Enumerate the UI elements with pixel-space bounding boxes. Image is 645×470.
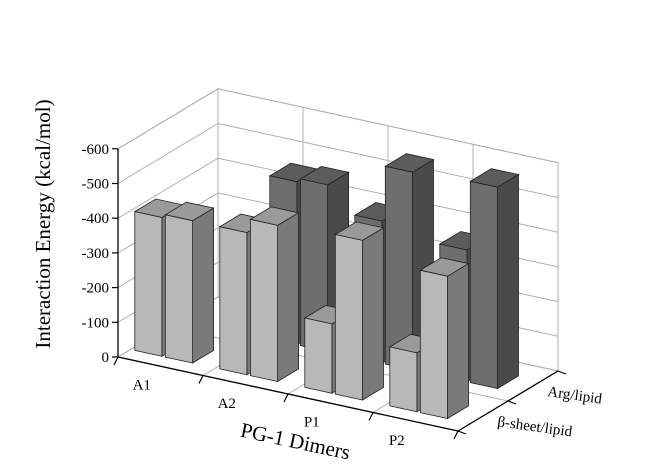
- bar-front: [164, 214, 194, 364]
- x-tick: [283, 393, 289, 403]
- bar: [469, 168, 520, 390]
- labels: Interaction Energy (kcal/mol) PG-1 Dimer…: [31, 99, 603, 464]
- bar-front: [469, 180, 498, 389]
- x-tick-label: P2: [389, 433, 405, 449]
- bar: [249, 206, 300, 383]
- x-tick-label: A2: [218, 396, 236, 412]
- bar-front: [219, 226, 248, 376]
- y-tick-label: 0: [102, 350, 110, 366]
- bars: [133, 153, 520, 420]
- bar-side: [447, 262, 469, 420]
- gridline-y: [117, 88, 559, 164]
- x-tick: [453, 430, 459, 440]
- x-tick: [368, 412, 374, 421]
- bar-front: [419, 269, 448, 419]
- bar-side: [497, 173, 519, 390]
- bar-front: [389, 346, 418, 413]
- bar: [334, 221, 385, 401]
- z-tick-label: Arg/lipid: [546, 384, 603, 408]
- y-tick-label: -400: [82, 211, 110, 227]
- bar-side: [192, 207, 215, 364]
- x-axis-title: PG-1 Dimers: [238, 418, 352, 465]
- x-tick-label: P1: [304, 414, 320, 430]
- bar-side: [277, 212, 300, 383]
- bar: [419, 257, 470, 420]
- z-tick: [457, 430, 467, 435]
- z-tick-label: β-sheet/lipid: [496, 414, 573, 440]
- x-tick: [113, 356, 119, 366]
- y-tick-label: -300: [82, 246, 110, 262]
- y-tick-label: -500: [82, 177, 110, 193]
- x-tick-label: A1: [133, 377, 151, 393]
- bar-front: [334, 234, 363, 401]
- z-tick: [557, 370, 567, 375]
- z-tick: [507, 400, 517, 405]
- y-tick-label: -600: [82, 142, 110, 158]
- y-tick-label: -100: [82, 315, 110, 331]
- axes: [112, 148, 567, 440]
- bar-front: [134, 211, 163, 357]
- y-axis-title: Interaction Energy (kcal/mol): [31, 99, 55, 348]
- bar-front: [249, 218, 279, 382]
- y-tick-label: -200: [82, 281, 110, 297]
- bar-front: [304, 317, 333, 394]
- bar: [164, 201, 215, 364]
- bar-side: [362, 227, 384, 401]
- x-tick: [198, 375, 204, 384]
